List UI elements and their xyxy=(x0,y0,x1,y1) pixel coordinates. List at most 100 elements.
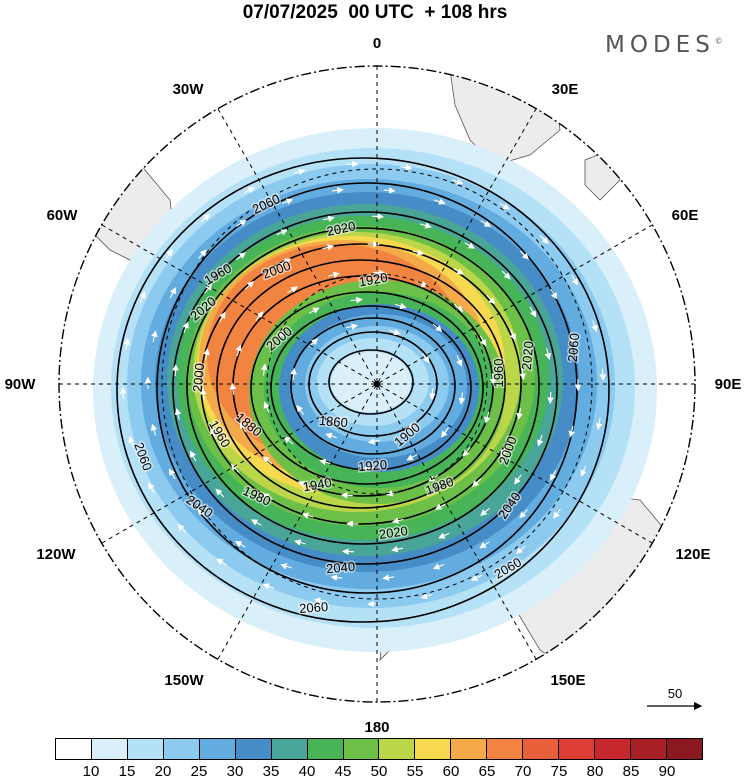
contour-label: 1920 xyxy=(358,457,388,474)
wind-vector-arrow-icon xyxy=(480,220,492,227)
wind-vector-arrow-icon xyxy=(216,558,227,566)
contour-label: 1920 xyxy=(358,270,389,290)
colorbar-tick-label: 55 xyxy=(406,763,424,780)
colorbar-ticks: 10 15 20 25 30 35 40 45 50 55 60 65 70 75 80 85 90 xyxy=(55,763,703,781)
lon-label-180: 180 xyxy=(364,719,389,735)
lon-label-60e: 60E xyxy=(672,207,699,224)
wind-vector-arrow-icon xyxy=(394,302,407,310)
wind-vector-arrow-icon xyxy=(373,269,386,276)
wind-vector-arrow-icon xyxy=(280,563,292,570)
wind-vector-arrow-icon xyxy=(400,164,413,171)
wind-vector-arrow-icon xyxy=(519,509,528,519)
colorbar-swatch xyxy=(235,739,272,759)
wind-ring-inner-10 xyxy=(331,352,411,412)
wind-vector-arrow-icon xyxy=(172,364,179,377)
colorbar-swatch xyxy=(631,739,667,759)
meridian-120 xyxy=(101,224,653,544)
colorbar-tick-label: 10 xyxy=(82,763,100,780)
wind-vector-arrow-icon xyxy=(595,418,603,431)
wind-vector-arrow-icon xyxy=(472,478,482,488)
wind-vector-arrow-icon xyxy=(547,391,554,404)
wind-vector-arrow-icon xyxy=(293,168,306,176)
longitude-labels: 0 30E 60E 90E 120E 150E 180 150W 120W 90… xyxy=(5,35,742,735)
wind-vector-arrow-icon xyxy=(371,213,384,220)
colorbar-swatch xyxy=(271,739,308,759)
wind-vector-arrow-icon xyxy=(456,355,463,367)
wind-vector-arrow-icon xyxy=(453,268,464,275)
wind-vector-arrow-icon xyxy=(509,329,516,341)
wind-vector-arrow-icon xyxy=(260,363,268,376)
wind-vector-arrow-icon xyxy=(177,524,187,533)
contour-1900 xyxy=(290,317,456,455)
lon-label-90w: 90W xyxy=(5,376,37,393)
contour-1980 xyxy=(216,259,506,509)
wind-vector-arrow-icon xyxy=(123,337,131,350)
wind-vector-arrow-icon xyxy=(420,222,432,229)
colorbar-tick-label: 70 xyxy=(514,763,532,780)
meridian-60 xyxy=(101,224,653,544)
contour-2060-outer xyxy=(116,157,610,623)
wind-vector-arrow-icon xyxy=(519,368,526,381)
wind-vector-arrow-icon xyxy=(421,353,430,364)
wind-vector-arrow-icon xyxy=(549,470,557,481)
colorbar-tick-label: 30 xyxy=(226,763,244,780)
wind-vector-arrow-icon xyxy=(458,392,466,405)
contour-1860 xyxy=(328,349,414,415)
wind-vector-arrow-icon xyxy=(367,438,380,445)
wind-vector-arrow-icon xyxy=(308,307,320,314)
height-contours xyxy=(116,157,610,623)
south-pole-dot xyxy=(374,381,380,387)
colorbar-tick-label: 15 xyxy=(118,763,136,780)
wind-vector-arrow-icon xyxy=(283,436,294,445)
wind-vector-arrow-icon xyxy=(391,517,404,524)
reference-vector-label: 50 xyxy=(667,686,683,701)
wind-vector-arrow-icon xyxy=(328,271,340,279)
lon-label-120e: 120E xyxy=(675,546,710,563)
colorbar-tick-label: 80 xyxy=(586,763,604,780)
wind-vector-arrow-icon xyxy=(148,482,155,494)
contour-1940 xyxy=(250,291,484,485)
wind-vector-arrow-icon xyxy=(236,219,247,227)
wind-vector-arrow-icon xyxy=(165,249,173,260)
latitude-circle-middle xyxy=(161,168,593,600)
contour-label: 1960 xyxy=(491,359,506,388)
colorbar-tick-label: 20 xyxy=(154,763,172,780)
wind-vector-arrow-icon xyxy=(391,546,404,553)
wind-vector-arrow-icon xyxy=(255,311,264,321)
colorbar-swatch xyxy=(199,739,236,759)
wind-vector-arrow-icon xyxy=(544,348,552,360)
wind-vector-arrow-icon xyxy=(219,311,226,323)
contour-label: 2020 xyxy=(325,218,356,239)
lon-label-60w: 60W xyxy=(47,207,79,224)
wind-vector-arrow-icon xyxy=(382,574,395,581)
wind-vector-arrow-icon xyxy=(568,332,576,345)
colorbar-swatch xyxy=(451,739,488,759)
wind-vector-arrow-icon xyxy=(119,387,127,400)
wind-vector-arrow-icon xyxy=(346,323,359,330)
wind-vector-arrow-icon xyxy=(363,464,376,472)
map-title: 07/07/2025 00 UTC + 108 hrs xyxy=(242,2,508,23)
colorbar-tick-label: 25 xyxy=(190,763,208,780)
wind-vector-arrow-icon xyxy=(276,229,288,236)
wind-vector-arrow-icon xyxy=(139,291,146,303)
contour-label: 1860 xyxy=(318,413,348,430)
wind-vector-arrow-icon xyxy=(367,600,380,608)
wind-vector-arrow-icon xyxy=(420,592,433,600)
colorbar-swatch xyxy=(163,739,200,759)
colorbar-swatch xyxy=(523,739,560,759)
wind-vector-arrow-icon xyxy=(331,187,344,194)
contour-label: 2040 xyxy=(326,559,356,576)
colorbar-swatch xyxy=(666,739,702,759)
wind-vector-arrow-icon xyxy=(489,373,497,386)
wind-vector-arrow-icon xyxy=(599,368,607,381)
wind-vector-arrow-icon xyxy=(244,280,254,290)
wind-vector-arrow-icon xyxy=(287,286,298,294)
contour-label: 1940 xyxy=(302,475,333,495)
wind-vector-arrow-icon xyxy=(128,435,135,448)
wind-vector-arrow-icon xyxy=(432,563,445,570)
wind-vector-arrow-icon xyxy=(434,198,446,205)
wind-vector-arrow-icon xyxy=(515,545,526,555)
wind-vector-arrow-icon xyxy=(230,463,240,473)
colorbar-swatch xyxy=(487,739,524,759)
wind-vector-arrow-icon xyxy=(150,423,158,436)
